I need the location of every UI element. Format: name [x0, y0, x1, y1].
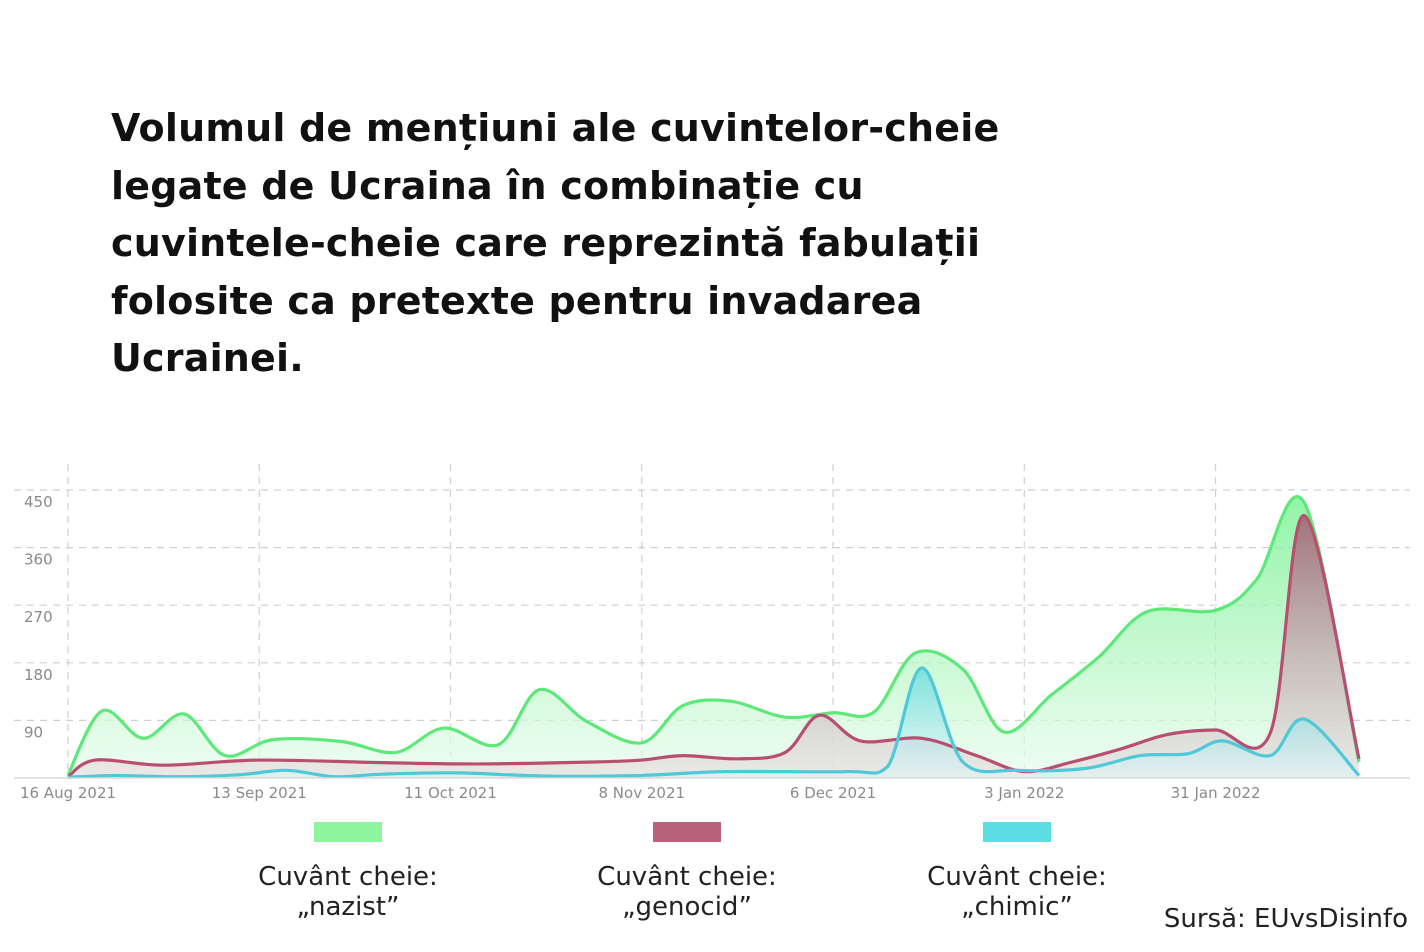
legend-swatch-genocid	[653, 822, 721, 842]
legend-item-nazist: Cuvânt cheie: „nazist”	[218, 822, 478, 922]
chart-title: Volumul de mențiuni ale cuvintelor-cheie…	[111, 106, 1000, 380]
y-tick-label: 270	[24, 608, 53, 626]
series-areas	[68, 496, 1359, 778]
y-tick-label: 90	[24, 723, 43, 741]
legend-label-line2: „genocid”	[622, 892, 752, 922]
legend-item-chimic: Cuvânt cheie: „chimic”	[887, 822, 1147, 922]
area-chart: 90 180 270 360 450 16 Aug 2021 13 Sep 2021 11 O…	[14, 464, 1410, 802]
legend-item-genocid: Cuvânt cheie: „genocid”	[557, 822, 817, 922]
x-tick-label: 11 Oct 2021	[404, 784, 497, 802]
source-credit: Sursă: EUvsDisinfo	[1163, 904, 1408, 934]
x-tick-label: 3 Jan 2022	[984, 784, 1064, 802]
series-chimic-area	[68, 667, 1359, 778]
legend-label-line1: Cuvânt cheie:	[927, 862, 1107, 892]
x-tick-label: 6 Dec 2021	[790, 784, 876, 802]
series-genocid-line	[67, 513, 1361, 779]
chart-axes: 90 180 270 360 450 16 Aug 2021 13 Sep 2021 11 O…	[14, 493, 1410, 802]
y-tick-label: 450	[24, 493, 53, 511]
legend-label-line1: Cuvânt cheie:	[258, 862, 438, 892]
legend-label-line2: „nazist”	[296, 892, 400, 922]
legend-swatch-nazist	[314, 822, 382, 842]
series-nazist-line	[66, 494, 1361, 776]
x-tick-label: 13 Sep 2021	[212, 784, 307, 802]
y-tick-label: 360	[24, 551, 53, 569]
x-tick-label: 8 Nov 2021	[599, 784, 686, 802]
legend-swatch-chimic	[983, 822, 1051, 842]
legend-label-line1: Cuvânt cheie:	[597, 862, 777, 892]
x-tick-label: 31 Jan 2022	[1171, 784, 1261, 802]
y-tick-label: 180	[24, 666, 53, 684]
x-tick-label: 16 Aug 2021	[20, 784, 116, 802]
series-lines	[66, 494, 1361, 779]
legend-label-line2: „chimic”	[961, 892, 1073, 922]
series-chimic-line	[67, 666, 1361, 779]
